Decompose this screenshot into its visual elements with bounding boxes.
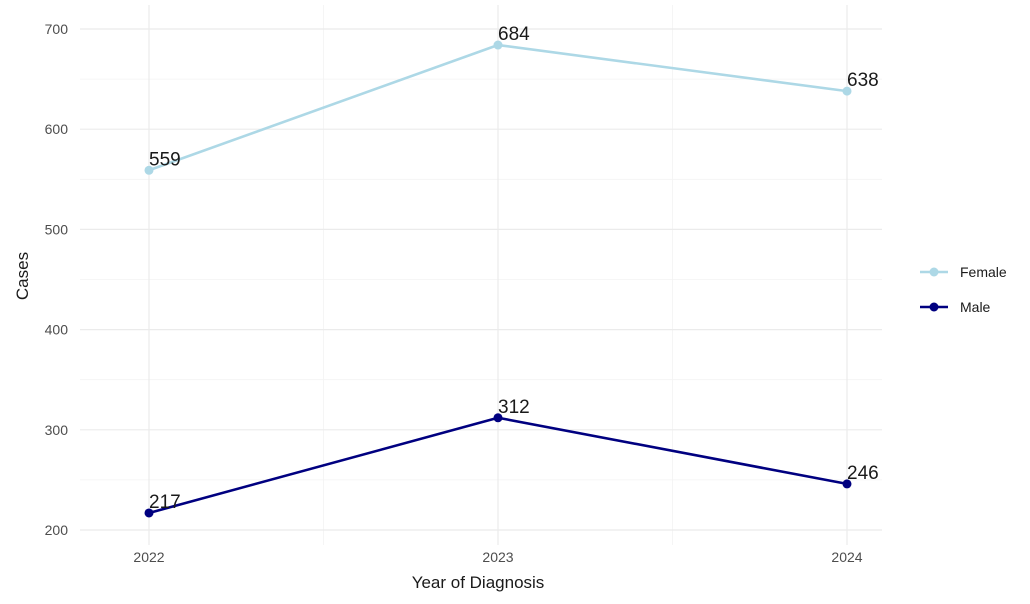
legend-label-female: Female <box>960 264 1007 280</box>
legend-key-point-male <box>929 302 939 312</box>
grid-lines <box>80 5 882 545</box>
y-tick-label: 300 <box>45 422 69 438</box>
data-point-male <box>493 413 503 423</box>
x-tick-label: 2024 <box>831 549 862 565</box>
x-axis-title: Year of Diagnosis <box>412 573 545 592</box>
x-tick-label: 2023 <box>482 549 513 565</box>
data-label-male: 246 <box>847 463 879 484</box>
y-tick-label: 700 <box>45 21 69 37</box>
data-label-female: 684 <box>498 24 530 45</box>
series-lines <box>144 40 852 518</box>
y-tick-label: 600 <box>45 121 69 137</box>
axis-labels: 200 300 400 500 600 700 2022 2023 2024 <box>45 21 863 565</box>
y-axis-title: Cases <box>13 252 32 300</box>
data-label-male: 312 <box>498 397 530 418</box>
data-point-female <box>842 86 852 96</box>
legend-key-point-female <box>929 267 939 277</box>
y-tick-label: 500 <box>45 221 69 237</box>
data-labels: 559 684 638 217 312 246 <box>149 24 879 513</box>
legend: Female Male <box>920 264 1007 315</box>
data-label-female: 638 <box>847 70 879 91</box>
data-label-male: 217 <box>149 492 181 513</box>
data-point-female <box>493 40 503 50</box>
y-tick-label: 400 <box>45 322 69 338</box>
data-point-male <box>842 479 852 489</box>
x-tick-label: 2022 <box>133 549 164 565</box>
data-label-female: 559 <box>149 149 181 170</box>
y-tick-label: 200 <box>45 522 69 538</box>
data-point-male <box>144 508 154 518</box>
data-point-female <box>144 165 154 175</box>
legend-label-male: Male <box>960 299 991 315</box>
